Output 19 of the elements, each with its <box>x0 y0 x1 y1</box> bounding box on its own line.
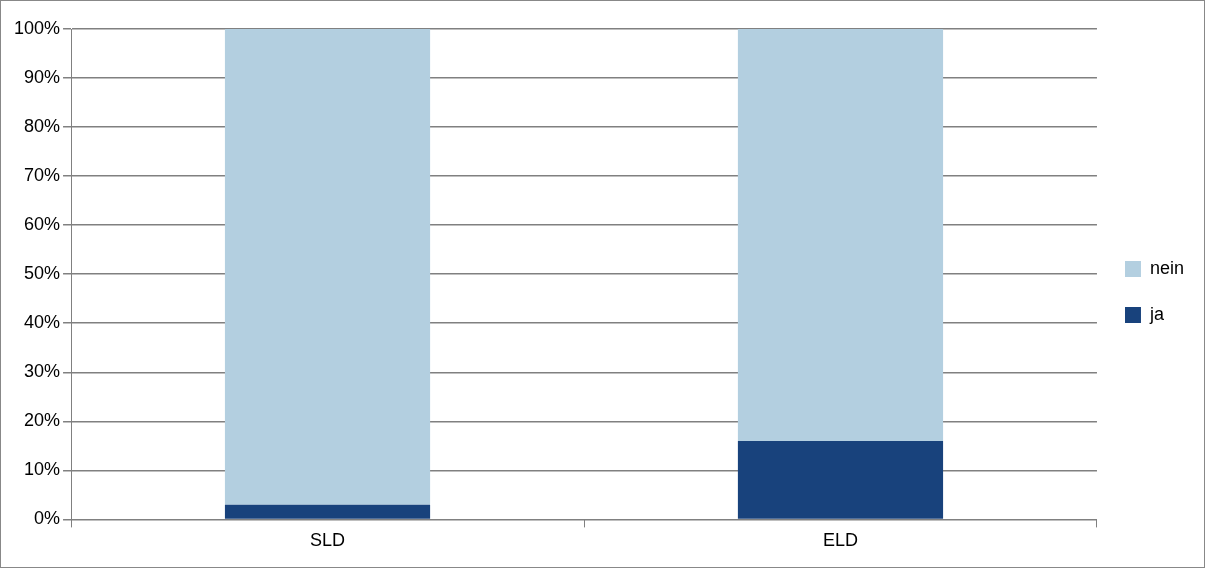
y-tick-label: 100% <box>13 17 61 38</box>
y-tick-label: 10% <box>24 459 61 480</box>
bar <box>224 29 431 505</box>
y-tick-label: 30% <box>24 361 61 382</box>
bar <box>737 440 944 519</box>
y-tick-label: 90% <box>24 67 61 88</box>
x-tick-label: ELD <box>822 530 858 551</box>
legend-label: ja <box>1148 303 1165 324</box>
y-tick-label: 40% <box>24 312 61 333</box>
y-tick-label: 0% <box>34 508 61 529</box>
bar <box>224 504 431 519</box>
y-tick-label: 50% <box>24 263 61 284</box>
y-tick-label: 80% <box>24 116 61 137</box>
y-tick-label: 20% <box>24 410 61 431</box>
y-tick-label: 60% <box>24 214 61 235</box>
y-tick-label: 70% <box>24 165 61 186</box>
bar <box>737 29 944 441</box>
legend-label: nein <box>1149 257 1184 278</box>
x-tick-label: SLD <box>310 530 346 551</box>
